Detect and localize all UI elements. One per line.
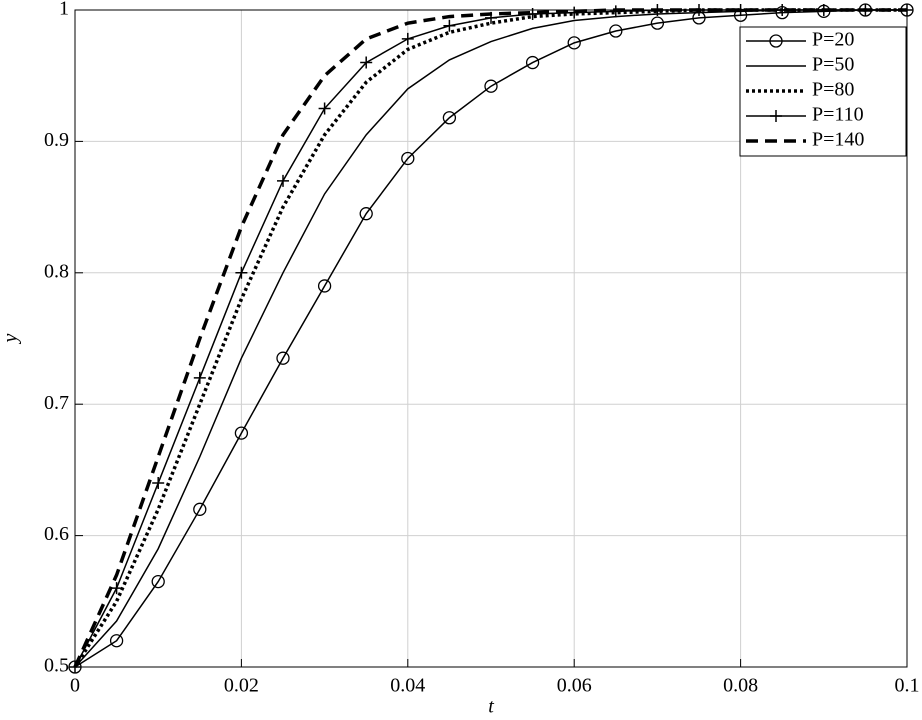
- marker: [317, 279, 332, 293]
- marker: [110, 582, 123, 595]
- marker: [277, 174, 289, 187]
- y-tick-label: 0.7: [44, 392, 69, 414]
- series-line: [73, 8, 907, 668]
- marker: [234, 426, 249, 440]
- y-tick-label: 1: [59, 0, 69, 20]
- marker: [359, 207, 373, 221]
- series-line: [74, 9, 907, 668]
- marker: [401, 151, 415, 166]
- y-tick-label: 0.6: [44, 523, 69, 545]
- marker: [525, 55, 540, 70]
- marker: [770, 110, 782, 122]
- x-tick-label: 0: [70, 675, 80, 697]
- plot-frame: [74, 9, 908, 668]
- marker: [193, 502, 207, 516]
- marker: [318, 102, 331, 115]
- marker: [151, 574, 165, 589]
- marker: [109, 634, 124, 648]
- x-tick-label: 0.02: [224, 675, 259, 697]
- legend-label: P=110: [812, 104, 864, 126]
- y-tick-label: 0.5: [44, 655, 69, 677]
- legend-box: [739, 26, 907, 157]
- marker: [567, 36, 581, 50]
- legend-label: P=20: [812, 29, 854, 51]
- x-axis-label: t: [488, 696, 494, 718]
- legend-label: P=80: [812, 79, 854, 101]
- x-tick-label: 0.1: [895, 675, 920, 697]
- marker: [401, 32, 414, 45]
- marker: [193, 371, 206, 384]
- marker: [443, 19, 456, 32]
- marker: [360, 56, 373, 69]
- legend-label: P=50: [812, 54, 854, 76]
- marker: [609, 24, 623, 38]
- x-tick-label: 0.04: [390, 675, 425, 697]
- marker: [484, 79, 498, 93]
- x-tick-label: 0.08: [723, 675, 758, 697]
- x-tick-label: 0.06: [557, 675, 592, 697]
- marker: [152, 477, 165, 490]
- legend-label: P=140: [812, 129, 864, 151]
- y-axis-label: y: [0, 333, 22, 344]
- marker: [276, 351, 290, 365]
- marker: [650, 16, 665, 30]
- y-tick-label: 0.9: [44, 129, 69, 151]
- marker: [769, 34, 783, 48]
- marker: [442, 111, 457, 125]
- marker: [235, 266, 248, 279]
- y-tick-label: 0.8: [44, 260, 69, 282]
